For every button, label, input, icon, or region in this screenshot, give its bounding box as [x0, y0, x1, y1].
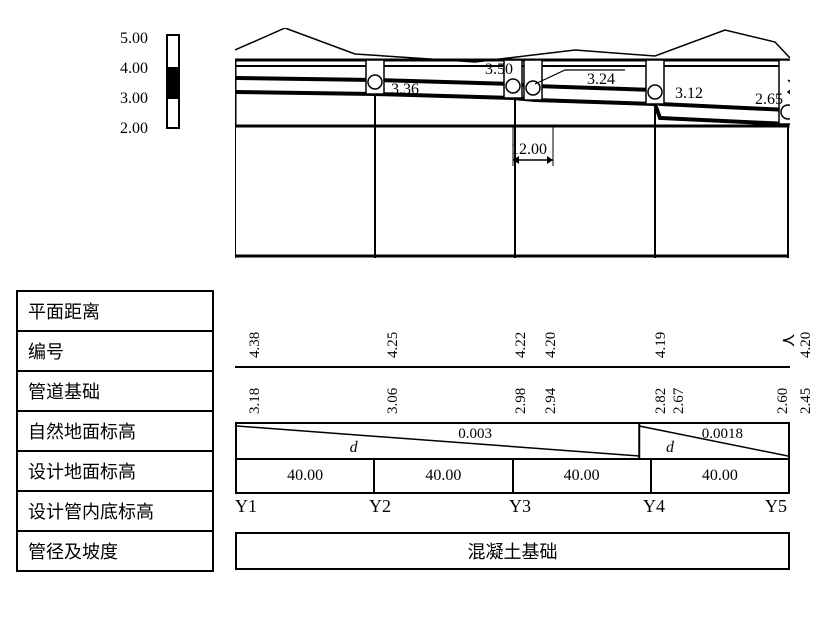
row-labels-table: 平面距离编号管道基础自然地面标高设计地面标高设计管内底标高管径及坡度 — [16, 290, 214, 572]
distance-cell: 40.00 — [237, 460, 375, 492]
row-label: 平面距离 — [18, 292, 212, 332]
pipe-invert-elev: 2.94 — [543, 388, 560, 414]
row-label: 管径及坡度 — [18, 532, 212, 570]
station-label: Y2 — [369, 496, 391, 517]
station-row: Y1 Y2 Y3 Y4 Y5 — [235, 494, 790, 524]
svg-text:3.36: 3.36 — [391, 81, 419, 98]
scale-bar — [166, 34, 180, 129]
design-ground-elev: 4.20 — [798, 332, 814, 358]
pipe-invert-elev: 2.98 — [513, 388, 530, 414]
pipe-invert-elev: 3.18 — [247, 388, 264, 414]
station-label: Y4 — [643, 496, 665, 517]
svg-text:0.0018: 0.0018 — [702, 426, 743, 442]
slope-row: d 0.003 d 0.0018 — [235, 422, 790, 460]
row-label: 编号 — [18, 332, 212, 372]
pipe-invert-elev: 3.06 — [385, 388, 402, 414]
svg-text:3.24: 3.24 — [587, 71, 615, 88]
station-label: Y3 — [509, 496, 531, 517]
svg-text:d: d — [350, 439, 359, 456]
row-label: 设计地面标高 — [18, 452, 212, 492]
profile-chart: 3.36 3.50 3.24 3.12 2.65 12.00 — [235, 28, 790, 258]
svg-text:2.65: 2.65 — [755, 91, 783, 108]
station-label: Y1 — [235, 496, 257, 517]
design-ground-elev: 4.25 — [385, 332, 402, 358]
svg-text:3.50: 3.50 — [485, 61, 513, 78]
pipe-invert-elev: 2.45 — [798, 388, 814, 414]
design-ground-elev: 4.22 — [513, 332, 530, 358]
pipe-invert-elev: 2.60 — [775, 388, 792, 414]
pipe-invert-elev: 2.82 — [653, 388, 670, 414]
design-ground-elev: 4.19 — [653, 332, 670, 358]
distance-cell: 40.00 — [375, 460, 513, 492]
row-label: 设计管内底标高 — [18, 492, 212, 532]
foundation-label: 混凝土基础 — [468, 542, 558, 562]
slope-svg: d 0.003 d 0.0018 — [237, 424, 788, 458]
elevation-numbers: 4.38 3.18 4.25 3.06 4.22 2.98 4.20 2.94 4.19 2.82… — [235, 310, 790, 420]
distance-cell: 40.00 — [652, 460, 788, 492]
foundation-box: 混凝土基础 — [235, 532, 790, 570]
row-label: 管道基础 — [18, 372, 212, 412]
design-ground-elev: 4.38 — [247, 332, 264, 358]
svg-text:0.003: 0.003 — [458, 426, 492, 442]
pipe-invert-elev: 2.67 — [671, 388, 688, 414]
distance-cell: 40.00 — [514, 460, 652, 492]
data-area: 4.38 3.18 4.25 3.06 4.22 2.98 4.20 2.94 4.19 2.82… — [235, 310, 790, 570]
profile-svg: 3.36 3.50 3.24 3.12 2.65 12.00 — [235, 28, 790, 258]
design-ground-elev: 4.20 — [543, 332, 560, 358]
station-label: Y5 — [765, 496, 787, 517]
row-label: 自然地面标高 — [18, 412, 212, 452]
svg-text:d: d — [666, 439, 675, 456]
distance-row: 40.0040.0040.0040.00 — [235, 460, 790, 494]
svg-text:3.12: 3.12 — [675, 85, 703, 102]
svg-text:12.00: 12.00 — [511, 141, 547, 158]
